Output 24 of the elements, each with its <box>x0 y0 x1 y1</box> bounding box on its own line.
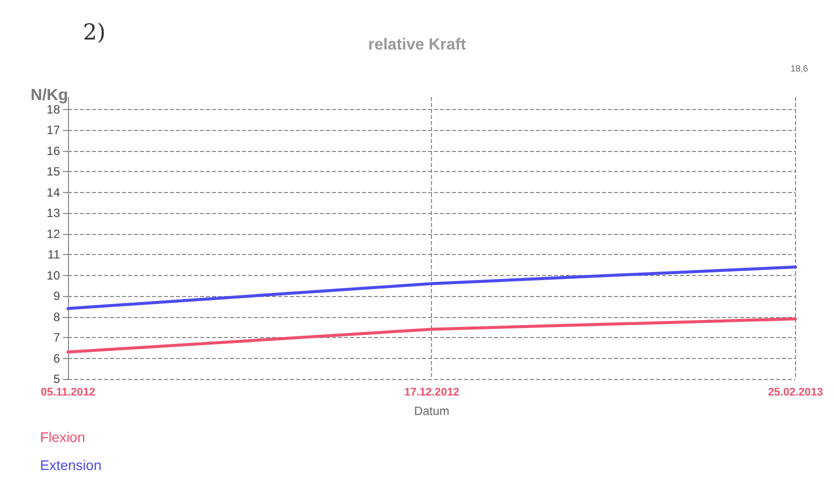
y-tick-label: 13 <box>46 206 60 220</box>
x-tick-label: 25.02.2013 <box>768 386 824 398</box>
text: 18,6 <box>790 64 808 74</box>
x-tick-label: 17.12.2012 <box>404 386 460 398</box>
y-tick-label: 17 <box>46 123 60 138</box>
text: Extension <box>40 457 102 473</box>
y-tick-label: 14 <box>46 185 60 200</box>
y-tick-label: 10 <box>46 268 60 282</box>
y-tick-label: 15 <box>46 164 60 179</box>
y-tick-label: 16 <box>46 144 60 158</box>
y-tick-label: 5 <box>53 372 60 386</box>
x-tick-label: 05.11.2012 <box>40 386 96 398</box>
y-axis-title: N/Kg <box>30 87 68 104</box>
x-axis-title: Datum <box>414 404 450 418</box>
y-tick-label: 11 <box>48 248 60 262</box>
chart-title: relative Kraft <box>368 36 467 54</box>
y-tick-label: 18 <box>46 102 60 116</box>
y-tick-label: 8 <box>53 310 60 324</box>
y-tick-label: 9 <box>53 289 60 304</box>
y-tick-label: 6 <box>53 351 60 366</box>
y-tick-label: 7 <box>53 330 60 345</box>
y-tick-label: 12 <box>46 226 60 241</box>
text: Flexion <box>40 429 86 445</box>
text: 2) <box>83 20 106 46</box>
